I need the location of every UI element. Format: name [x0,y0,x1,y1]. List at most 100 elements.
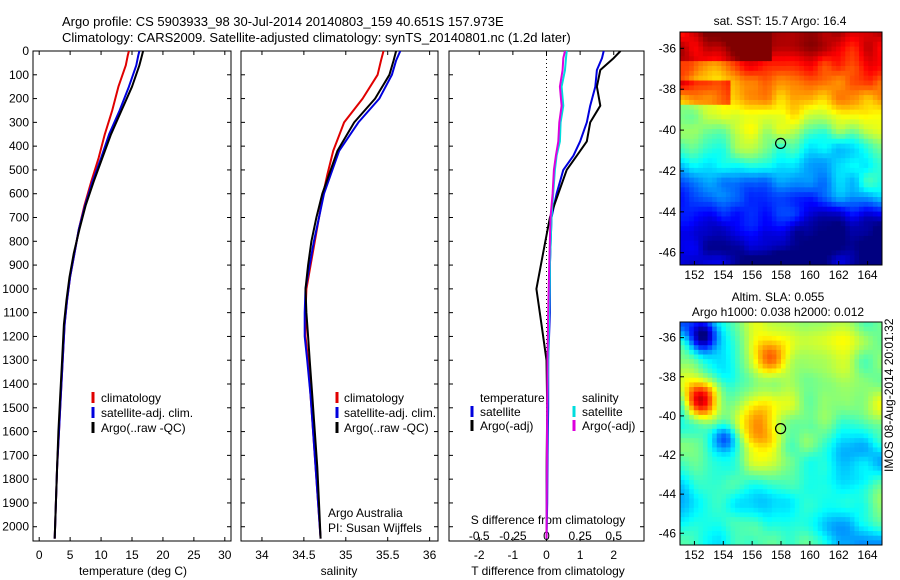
sst-map-cell [698,187,704,193]
sla-map-cell [872,461,879,467]
sla-map-cell [744,373,750,379]
sst-map-cell [822,221,828,227]
sla-map-cell [781,466,787,472]
sla-map-cell [684,331,690,337]
sst-map-cell [808,109,814,116]
sla-map-cell [808,419,814,425]
sst-map-cell [822,119,828,125]
sla-map-cell [831,531,837,537]
sla-map-cell [762,466,768,472]
sst-map-cell [767,221,773,227]
sst-map-cell [854,75,860,82]
sst-map-cell [680,129,686,135]
sla-map-cell [826,331,833,337]
sla-map-cell [689,466,695,472]
sst-map-cell [730,104,736,111]
sla-map-cell [725,382,732,388]
sla-map-cell [730,368,736,374]
sst-map-cell [730,216,736,222]
sla-map-cell [689,479,695,486]
sla-map-cell [693,335,699,342]
sla-map-cell [716,368,722,374]
sla-map-cell [680,373,686,379]
sla-map-cell [826,359,833,365]
sst-map-cell [735,119,741,125]
sla-map-cell [849,470,856,476]
sst-map-cell [845,143,851,150]
sst-map-cell [822,172,828,179]
sst-map-cell [767,61,773,67]
sst-map-cell [767,158,773,164]
sla-map-cell [781,540,787,545]
sst-map-cell [822,46,828,53]
sst-map-cell [707,65,713,72]
sst-map-cell [817,250,823,256]
sst-map-cell [744,231,750,237]
sla-map-cell [854,438,860,444]
sla-map-cell [854,428,860,435]
sst-map-cell [689,255,695,261]
sla-map-cell [702,470,709,476]
sla-map-xtick-label: 152 [684,548,704,562]
sla-map-cell [684,322,690,328]
sla-map-cell [767,363,773,370]
legend-title-salinity: salinity [582,391,619,405]
sla-map-cell [716,419,722,425]
sst-map-cell [822,245,828,252]
sla-map-cell [698,521,704,528]
sst-map-cell [753,245,759,252]
sst-map-cell [877,172,882,179]
diff-series-3 [545,51,566,539]
sla-map-cell [721,461,727,467]
sla-map-cell [730,335,736,342]
sst-map-cell [744,70,750,77]
sla-map-cell [776,340,782,346]
sla-map-cell [684,466,690,472]
sla-map-cell [702,428,709,435]
sla-map-cell [762,354,768,360]
sla-map-cell [730,540,736,545]
sla-map-cell [785,373,791,379]
sst-map-cell [877,206,882,213]
sla-map-cell [826,531,833,537]
sla-map-cell [702,359,709,365]
sst-map-cell [771,177,778,184]
sla-map-cell [702,414,709,421]
sla-map-cell [758,526,764,532]
sla-map-cell [689,345,695,351]
sst-map-cell [702,187,709,193]
sst-map-cell [730,240,736,247]
sla-map-cell [767,335,773,342]
sst-map-cell [771,153,778,159]
sst-map-cell [730,85,736,91]
sla-map-cell [826,512,833,518]
sla-map-cell [859,517,865,523]
sst-map-cell [689,56,695,62]
sla-map-cell [762,326,768,332]
sla-map-cell [826,456,833,462]
sla-map-cell [721,470,727,476]
sla-map-cell [698,470,704,476]
sla-map-cell [753,368,759,374]
sst-map-cell [859,61,865,67]
sla-map-cell [781,517,787,523]
sst-map-cell [753,158,759,164]
sla-map-cell [849,391,856,397]
sst-map-cell [840,124,846,130]
sla-map-cell [831,489,837,495]
sst-map-cell [854,245,860,252]
sst-map-cell [799,36,805,43]
sla-map-cell [836,470,842,476]
sla-map-cell [680,354,686,360]
sla-map-cell [781,414,787,421]
sst-map-cell [840,65,846,72]
sla-map-cell [712,540,718,545]
sst-map-cell [721,133,727,140]
sst-map-cell [771,95,778,101]
sla-map-cell [785,377,791,383]
sst-map-cell [730,182,736,188]
sst-map-cell [712,211,718,218]
sst-map-cell [707,197,713,203]
sla-map-cell [689,387,695,393]
sla-map-cell [698,447,704,453]
